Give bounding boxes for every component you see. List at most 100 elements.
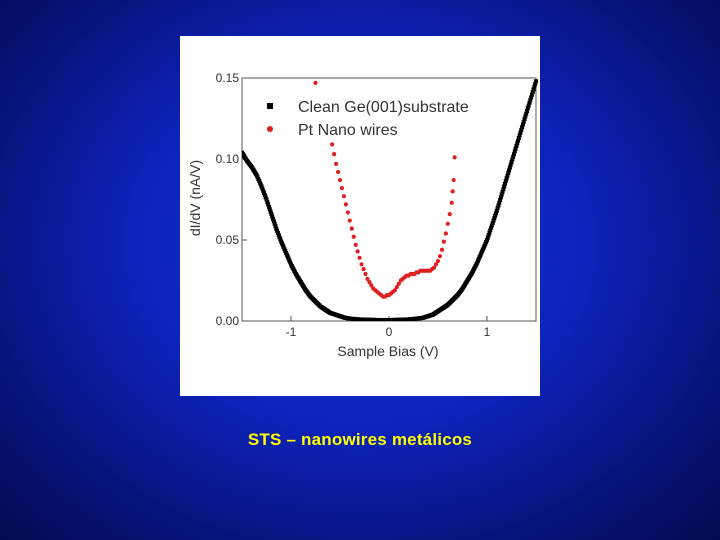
data-point [267,207,272,212]
data-point [349,226,354,231]
data-point [485,238,489,242]
x-axis-title: Sample Bias (V) [337,343,438,359]
data-point [531,87,536,92]
data-point [367,280,372,285]
data-point [333,161,339,166]
x-tick-label: 0 [386,325,393,339]
data-point [268,209,273,214]
data-point [533,81,538,86]
data-point [264,197,269,202]
data-point [261,188,266,193]
data-point [365,276,370,281]
data-point [493,213,498,218]
data-point [266,204,271,209]
data-point [497,200,502,205]
data-point [433,262,439,267]
data-point [503,179,508,184]
data-point [359,262,364,267]
legend-label: Pt Nano wires [298,122,398,139]
data-point [335,169,341,175]
data-point [520,125,525,130]
data-point [445,221,450,226]
series-layer [242,79,538,321]
data-point [507,165,512,170]
data-point [441,239,446,244]
data-point [363,271,368,277]
data-point [521,119,526,124]
data-point [450,189,455,194]
data-point [516,135,521,140]
data-point [524,111,529,116]
data-point [351,234,356,239]
data-point [277,235,282,240]
data-point [529,92,534,97]
data-point [510,157,515,162]
data-point [526,103,531,108]
data-point [269,212,274,217]
data-point [534,79,538,84]
data-point [516,138,521,143]
series-pt-nanowires [313,80,457,299]
data-point [501,187,506,192]
data-point [502,181,507,186]
data-point [353,242,358,247]
legend: Clean Ge(001)substrate Pt Nano wires [267,99,469,139]
data-point [528,98,533,103]
data-point [490,220,495,225]
legend-label: Clean Ge(001)substrate [298,99,469,116]
data-point [511,154,516,159]
data-point [332,152,337,157]
data-point [396,281,401,286]
data-point [532,84,537,89]
data-point [337,177,343,183]
data-point [265,199,270,204]
data-point [519,127,524,132]
data-point [486,233,491,238]
data-point [491,218,496,223]
data-point [259,184,264,189]
data-point [263,195,268,200]
data-point [262,191,267,196]
legend-marker [267,126,273,132]
data-point [345,210,350,215]
data-point [273,224,278,229]
data-point [496,203,501,208]
data-point [271,219,276,224]
data-point [509,160,514,165]
x-tick-label: -1 [286,325,297,339]
y-tick-label: 0.10 [216,152,240,166]
data-point [270,214,275,219]
data-point [492,216,497,221]
data-point [485,235,490,240]
data-point [274,226,279,231]
data-point [266,202,271,207]
legend-marker [267,103,273,109]
data-point [488,228,493,233]
data-point [489,225,494,230]
data-point [272,221,277,226]
data-point [369,283,374,288]
data-point [500,189,505,194]
data-point [515,141,520,146]
data-point [525,108,530,113]
data-point [392,288,397,293]
data-point [275,230,280,235]
data-point [276,233,281,238]
data-point [495,206,500,211]
data-point [449,200,454,205]
slide-caption: STS – nanowires metálicos [247,430,473,449]
data-point [494,208,499,213]
data-point [498,198,503,203]
data-point [493,211,498,216]
y-tick-label: 0.00 [216,314,240,328]
data-point [514,144,519,149]
data-point [512,149,517,154]
data-point [437,254,443,259]
data-point [487,230,492,235]
data-point [357,255,362,260]
data-point [502,184,507,189]
data-point [504,176,509,181]
data-point [522,117,527,122]
data-point [525,106,530,111]
data-point [527,100,532,105]
